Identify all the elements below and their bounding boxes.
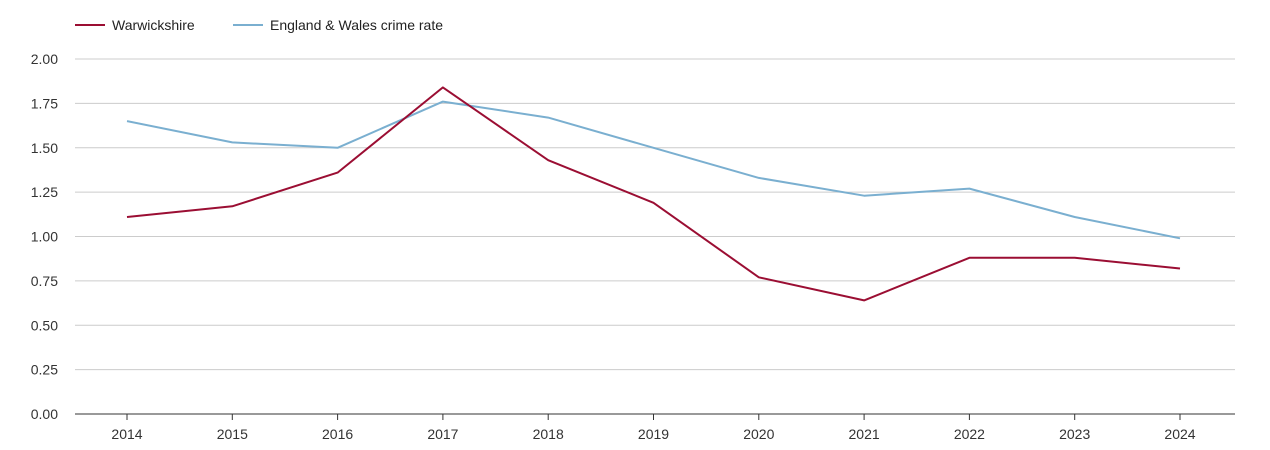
y-tick-label: 0.25 — [31, 362, 58, 378]
series-line-warwickshire — [126, 86, 1181, 302]
x-tick-label: 2022 — [954, 426, 985, 442]
y-axis: 0.00 0.25 0.50 0.75 1.00 1.25 1.50 1.75 2.00 — [31, 51, 58, 422]
x-tick-label: 2023 — [1059, 426, 1090, 442]
x-tick-label: 2020 — [743, 426, 774, 442]
y-tick-label: 0.75 — [31, 273, 58, 289]
x-tick-label: 2015 — [217, 426, 248, 442]
x-tick-label: 2018 — [533, 426, 564, 442]
x-tick-label: 2017 — [427, 426, 458, 442]
legend: Warwickshire England & Wales crime rate — [75, 17, 443, 33]
x-axis: 2014 2015 2016 2017 2018 2019 2020 2021 2022 2023… — [111, 414, 1196, 442]
y-tick-label: 0.00 — [31, 406, 58, 422]
x-tick-label: 2014 — [111, 426, 142, 442]
legend-label-england-wales: England & Wales crime rate — [270, 17, 443, 33]
series-line-england-wales-crime-rate — [126, 100, 1181, 240]
y-tick-label: 0.50 — [31, 317, 58, 333]
legend-label-warwickshire: Warwickshire — [112, 17, 195, 33]
x-tick-label: 2019 — [638, 426, 669, 442]
x-tick-label: 2016 — [322, 426, 353, 442]
series-lines — [126, 86, 1181, 302]
y-tick-label: 1.00 — [31, 229, 58, 245]
x-tick-label: 2024 — [1164, 426, 1195, 442]
x-tick-label: 2021 — [849, 426, 880, 442]
gridlines — [75, 58, 1235, 415]
y-tick-label: 1.75 — [31, 95, 58, 111]
y-tick-label: 1.25 — [31, 184, 58, 200]
y-tick-label: 1.50 — [31, 140, 58, 156]
y-tick-label: 2.00 — [31, 51, 58, 67]
